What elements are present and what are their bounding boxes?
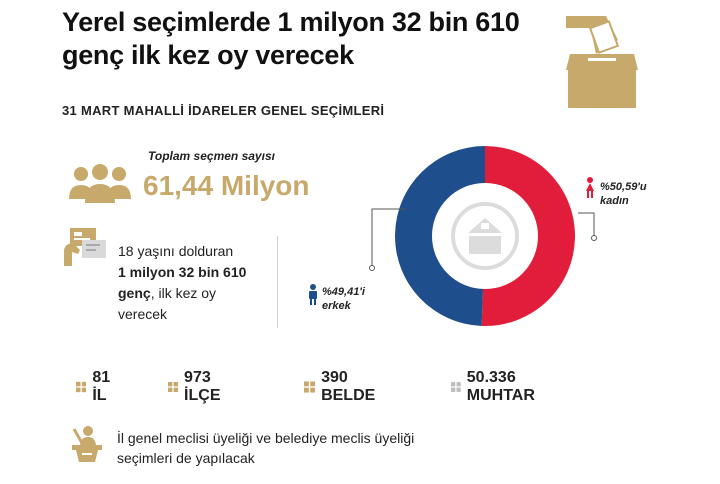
first-time-rest: , ilk kez oy verecek — [118, 285, 217, 322]
female-icon — [586, 177, 594, 198]
stat-ilce: 973 İLÇE — [168, 369, 226, 405]
elections-note: İl genel meclisi üyeliği ve belediye mec… — [117, 430, 415, 466]
female-percent: %50,59'u — [600, 181, 647, 193]
male-leader-line — [371, 208, 406, 267]
male-icon — [309, 284, 317, 305]
stat-il: 81 İL — [76, 369, 116, 405]
female-label: kadın — [600, 195, 629, 207]
podium-icon — [72, 426, 102, 462]
total-voters-value: 61,44 Milyon — [143, 170, 310, 201]
female-leader-line — [578, 212, 595, 237]
title-line-2: genç ilk kez oy verecek — [62, 40, 354, 70]
first-time-count: 1 milyon 32 bin 610 genç — [118, 264, 247, 301]
total-voters-label: Toplam seçmen sayısı — [148, 149, 275, 163]
leader-lines — [369, 208, 597, 271]
stat-belde-label: 390 BELDE — [321, 369, 376, 404]
ballot-box-icon — [566, 16, 638, 108]
grid-icon — [304, 381, 316, 393]
grid-icon — [451, 382, 461, 392]
male-percent: %49,41'i — [322, 286, 365, 298]
first-time-voters-text: 18 yaşını dolduran 1 milyon 32 bin 610 g… — [118, 241, 268, 325]
stat-ilce-label: 973 İLÇE — [184, 369, 221, 404]
title-line-1: Yerel seçimlerde 1 milyon 32 bin 610 — [62, 7, 520, 37]
stat-muhtar: 50.336 MUHTAR — [451, 369, 541, 405]
divider — [277, 236, 278, 328]
stat-il-label: 81 İL — [92, 369, 111, 404]
people-icon — [69, 164, 131, 203]
stat-muhtar-label: 50.336 MUHTAR — [466, 369, 535, 404]
stat-belde: 390 BELDE — [304, 369, 380, 405]
male-label: erkek — [322, 300, 351, 312]
subtitle: 31 MART MAHALLİ İDARELER GENEL SEÇİMLERİ — [62, 103, 385, 118]
page-title: Yerel seçimlerde 1 milyon 32 bin 610 gen… — [62, 6, 562, 72]
ballot-emblem-icon — [451, 202, 519, 270]
grid-icon — [168, 381, 179, 393]
grid-icon — [76, 381, 87, 393]
id-card-icon — [64, 228, 106, 266]
first-time-line1: 18 yaşını dolduran — [118, 243, 234, 259]
gender-donut-chart — [394, 146, 575, 326]
